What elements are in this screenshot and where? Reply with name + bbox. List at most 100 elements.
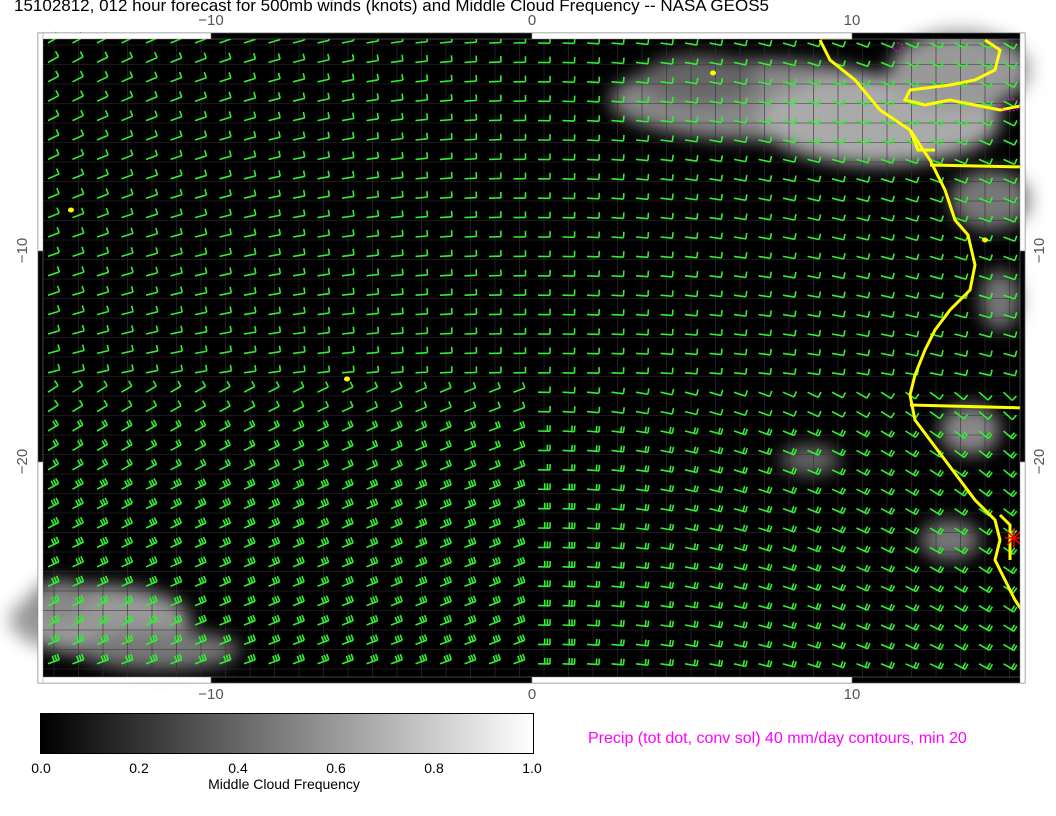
colorbar-tick: 0.0 [31,760,51,776]
wind-barb [219,130,232,141]
wind-barb [390,478,403,490]
wind-barb [537,95,551,103]
wind-barb [415,307,429,316]
wind-barb [684,193,699,201]
wind-barb [194,556,207,568]
wind-barb [170,130,183,141]
wind-barb [954,119,969,127]
wind-barb [439,152,453,161]
wind-barb [758,409,773,417]
cloud-patch [30,580,90,620]
wind-barb [954,527,969,536]
coastline-segment [998,513,1012,560]
wind-barb [415,517,428,529]
wind-barb [905,118,920,126]
wind-barb [292,209,306,219]
wind-barb [1002,449,1018,459]
wind-barb [758,78,773,86]
wind-barb [978,61,994,69]
colorbar-tick: 0.2 [129,760,149,776]
wind-barb [243,365,257,374]
wind-barb [880,545,896,554]
wind-barb [733,97,748,105]
wind-barb [170,345,184,355]
wind-barb [635,173,650,181]
wind-barb [513,498,526,510]
wind-barb [96,419,109,432]
wind-barb [464,230,478,238]
wind-barb [905,272,920,280]
wind-barb [635,309,650,317]
wind-barb [366,478,379,490]
wind-barb [47,207,60,219]
wind-barb [194,169,208,180]
wind-barb [537,289,551,297]
wind-barb [856,176,871,183]
wind-barb [219,91,232,102]
wind-barb [96,536,109,549]
wind-barb [96,90,109,102]
wind-barb [537,619,551,626]
wind-barb [807,622,822,630]
wind-barb [366,326,380,335]
wind-barb [562,153,576,161]
wind-barb [341,556,354,568]
wind-barb [121,556,134,568]
wind-barb [268,209,282,219]
wind-barb [1003,604,1018,613]
wind-barb [537,580,551,588]
wind-barb [513,95,527,102]
wind-barb [709,213,724,221]
wind-barb [831,641,847,650]
colorbar-tick: 0.4 [228,760,248,776]
wind-barb [586,231,601,239]
wind-barb [317,595,330,607]
wind-barb [782,349,797,356]
wind-barb [243,286,257,296]
wind-barb [709,620,724,629]
wind-barb [96,305,110,316]
wind-barb [390,249,404,258]
cloud-patch [890,30,1030,110]
wind-barb [758,175,773,182]
wind-barb [96,438,109,452]
wind-barb [586,367,600,374]
wind-barb [782,525,798,533]
wind-barb [341,595,354,607]
wind-barb [366,268,380,277]
wind-barb [709,582,724,590]
wind-barb [513,192,527,199]
wind-barb [121,380,133,393]
wind-barb [341,92,355,102]
wind-barb [341,73,355,83]
wind-barb [341,190,355,199]
wind-barb [733,427,749,436]
cloud-patch [640,55,760,105]
wind-barb [317,400,330,413]
wind-barb [782,544,798,553]
wind-barb [47,458,60,471]
wind-barb [537,56,551,64]
wind-barb [586,154,601,161]
wind-barb [243,419,256,432]
wind-barb [758,117,773,125]
wind-barb [782,329,797,337]
wind-barb [880,41,896,49]
wind-barb [758,329,772,337]
wind-barb [586,639,601,647]
wind-barb [47,70,60,83]
wind-barb [268,653,281,665]
cloud-patch [940,405,1000,455]
wind-barb [415,268,429,277]
wind-barb [1003,350,1018,358]
wind-barb [464,401,477,413]
wind-barb [366,420,379,432]
wind-barb [390,132,404,141]
wind-barb [880,622,896,631]
wind-barb [611,367,625,375]
wind-barb [1002,391,1017,401]
wind-barb [954,643,969,651]
wind-barb [145,634,158,646]
wind-barb [415,74,429,83]
wind-barb [807,98,822,106]
